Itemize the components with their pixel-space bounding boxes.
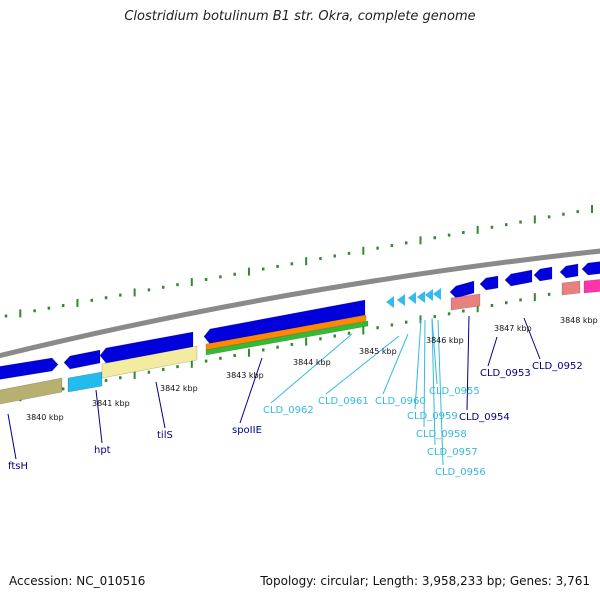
scale-label: 3845 kbp <box>359 347 397 356</box>
feature-cyan <box>67 371 103 393</box>
feature-rna <box>450 293 481 311</box>
small-cds-feature <box>386 296 394 308</box>
gene-label: hpt <box>94 445 111 456</box>
scale-labels: 3840 kbp 3841 kbp 3842 kbp 3843 kbp 3844 kbp… <box>26 316 598 422</box>
genome-stats-text: Topology: circular; Length: 3,958,233 bp… <box>260 574 590 588</box>
small-cds-feature <box>425 289 433 301</box>
gene-label: CLD_0960 <box>375 396 426 407</box>
leader-line <box>466 315 470 411</box>
gene-label: CLD_0956 <box>435 467 486 478</box>
feature-green <box>205 320 369 356</box>
leader-line <box>95 389 103 444</box>
gene-label: spoIIE <box>232 425 262 436</box>
gene-label: CLD_0953 <box>480 368 531 379</box>
leader-line <box>523 317 541 360</box>
gene-label: CLD_0959 <box>407 411 458 422</box>
cds-feature <box>479 275 499 291</box>
gene-label: CLD_0957 <box>427 447 478 458</box>
leader-line <box>437 319 444 466</box>
leader-line <box>382 333 409 395</box>
small-cds-feature <box>397 294 405 306</box>
gene-label: CLD_0952 <box>532 361 583 372</box>
cds-feature <box>559 263 579 279</box>
scale-label: 3840 kbp <box>26 413 64 422</box>
gene-label: CLD_0962 <box>263 405 314 416</box>
cds-feature <box>504 269 533 287</box>
feature-olive <box>0 377 63 405</box>
genome-backbone <box>0 248 600 359</box>
scale-label: 3847 kbp <box>494 324 532 333</box>
label-leader-lines <box>7 315 541 466</box>
cds-feature <box>63 349 101 370</box>
leader-line <box>325 335 400 395</box>
small-cds-feature <box>433 288 441 300</box>
scale-label: 3841 kbp <box>92 399 130 408</box>
leader-line <box>155 381 166 429</box>
feature-pink <box>583 279 600 294</box>
small-cds-feature <box>417 291 425 303</box>
feature-tracks <box>0 261 600 405</box>
leader-line <box>431 319 436 446</box>
cds-feature <box>0 357 59 380</box>
gene-label: tilS <box>157 430 173 441</box>
leader-line <box>423 319 426 428</box>
small-cds-feature <box>408 292 416 304</box>
feature-rna <box>561 280 581 296</box>
cds-feature <box>533 266 553 282</box>
scale-label: 3846 kbp <box>426 336 464 345</box>
feature-pale-yellow <box>101 345 198 379</box>
gene-label: CLD_0958 <box>416 429 467 440</box>
leader-line <box>7 413 17 460</box>
map-title: Clostridium botulinum B1 str. Okra, comp… <box>124 9 476 24</box>
scale-label: 3843 kbp <box>226 371 264 380</box>
feature-orange <box>205 314 367 351</box>
cds-feature <box>581 261 600 276</box>
backbone-line <box>0 248 600 359</box>
scale-label: 3842 kbp <box>160 384 198 393</box>
leader-line <box>487 336 498 367</box>
accession-text: Accession: NC_010516 <box>9 574 146 588</box>
gene-label: CLD_0955 <box>429 386 480 397</box>
gene-label: CLD_0954 <box>459 412 510 423</box>
cds-feature <box>449 280 475 299</box>
scale-label: 3848 kbp <box>560 316 598 325</box>
leader-line <box>431 317 438 385</box>
leader-line <box>239 357 263 424</box>
gene-label: CLD_0961 <box>318 396 369 407</box>
leader-line <box>270 333 353 404</box>
scale-label: 3844 kbp <box>293 358 331 367</box>
gene-label: ftsH <box>8 461 28 472</box>
leader-line <box>414 319 422 410</box>
